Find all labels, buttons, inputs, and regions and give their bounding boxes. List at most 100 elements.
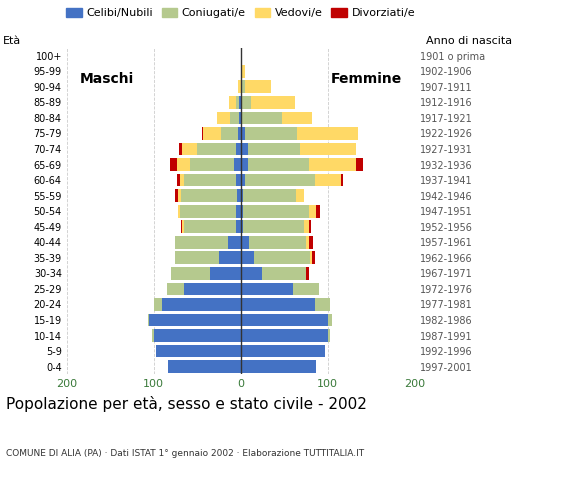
- Bar: [229, 96, 237, 109]
- Bar: [184, 283, 241, 295]
- Bar: [178, 189, 181, 202]
- Bar: [241, 111, 242, 124]
- Bar: [237, 220, 241, 233]
- Bar: [210, 267, 241, 280]
- Bar: [297, 127, 358, 140]
- Bar: [178, 205, 180, 217]
- Bar: [227, 236, 241, 249]
- Bar: [238, 127, 241, 140]
- Bar: [184, 174, 237, 187]
- Bar: [150, 313, 241, 326]
- Bar: [180, 174, 184, 187]
- Text: Maschi: Maschi: [80, 72, 134, 86]
- Bar: [239, 111, 241, 124]
- Bar: [244, 220, 304, 233]
- Bar: [241, 81, 245, 93]
- Bar: [154, 329, 241, 342]
- Bar: [180, 205, 237, 217]
- Bar: [314, 298, 331, 311]
- Bar: [242, 111, 281, 124]
- Bar: [244, 189, 295, 202]
- Bar: [254, 252, 310, 264]
- Bar: [182, 220, 184, 233]
- Bar: [181, 189, 237, 202]
- Bar: [147, 313, 150, 326]
- Bar: [281, 111, 312, 124]
- Text: Popolazione per età, sesso e stato civile - 2002: Popolazione per età, sesso e stato civil…: [6, 396, 367, 412]
- Bar: [241, 329, 328, 342]
- Bar: [328, 313, 332, 326]
- Bar: [341, 174, 343, 187]
- Bar: [217, 111, 230, 124]
- Bar: [262, 267, 306, 280]
- Bar: [309, 205, 316, 217]
- Bar: [169, 360, 241, 373]
- Bar: [316, 205, 320, 217]
- Bar: [241, 313, 328, 326]
- Bar: [177, 174, 180, 187]
- Bar: [241, 158, 248, 171]
- Bar: [304, 220, 309, 233]
- Bar: [241, 267, 262, 280]
- Bar: [175, 252, 219, 264]
- Bar: [237, 205, 241, 217]
- Bar: [248, 158, 309, 171]
- Bar: [242, 65, 245, 78]
- Bar: [242, 96, 251, 109]
- Bar: [245, 127, 297, 140]
- Bar: [219, 252, 241, 264]
- Bar: [184, 220, 237, 233]
- Bar: [238, 81, 241, 93]
- Bar: [306, 267, 309, 280]
- Bar: [234, 158, 241, 171]
- Bar: [244, 205, 309, 217]
- Bar: [190, 158, 234, 171]
- Bar: [251, 96, 295, 109]
- Bar: [157, 345, 241, 358]
- Bar: [175, 236, 227, 249]
- Bar: [171, 267, 210, 280]
- Legend: Celibi/Nubili, Coniugati/e, Vedovi/e, Divorziati/e: Celibi/Nubili, Coniugati/e, Vedovi/e, Di…: [66, 8, 415, 18]
- Bar: [241, 189, 244, 202]
- Bar: [300, 143, 356, 156]
- Bar: [245, 81, 271, 93]
- Bar: [241, 174, 245, 187]
- Bar: [310, 252, 312, 264]
- Bar: [220, 127, 238, 140]
- Bar: [181, 220, 182, 233]
- Bar: [202, 127, 203, 140]
- Bar: [237, 189, 241, 202]
- Bar: [171, 158, 177, 171]
- Bar: [197, 143, 237, 156]
- Text: Femmine: Femmine: [331, 72, 401, 86]
- Bar: [312, 252, 314, 264]
- Bar: [241, 252, 254, 264]
- Bar: [241, 205, 244, 217]
- Bar: [309, 220, 311, 233]
- Bar: [239, 96, 241, 109]
- Bar: [328, 329, 331, 342]
- Bar: [309, 158, 356, 171]
- Bar: [152, 329, 154, 342]
- Bar: [237, 143, 241, 156]
- Bar: [177, 158, 190, 171]
- Bar: [314, 174, 341, 187]
- Bar: [241, 360, 317, 373]
- Bar: [249, 236, 306, 249]
- Bar: [241, 298, 314, 311]
- Bar: [241, 236, 249, 249]
- Bar: [295, 189, 304, 202]
- Bar: [241, 96, 242, 109]
- Bar: [175, 189, 178, 202]
- Bar: [241, 345, 325, 358]
- Bar: [293, 283, 319, 295]
- Bar: [179, 143, 182, 156]
- Bar: [309, 236, 313, 249]
- Text: Anno di nascita: Anno di nascita: [426, 36, 512, 46]
- Bar: [162, 298, 241, 311]
- Bar: [236, 96, 239, 109]
- Text: COMUNE DI ALIA (PA) · Dati ISTAT 1° gennaio 2002 · Elaborazione TUTTITALIA.IT: COMUNE DI ALIA (PA) · Dati ISTAT 1° genn…: [6, 449, 364, 458]
- Bar: [306, 236, 309, 249]
- Bar: [241, 127, 245, 140]
- Bar: [182, 143, 197, 156]
